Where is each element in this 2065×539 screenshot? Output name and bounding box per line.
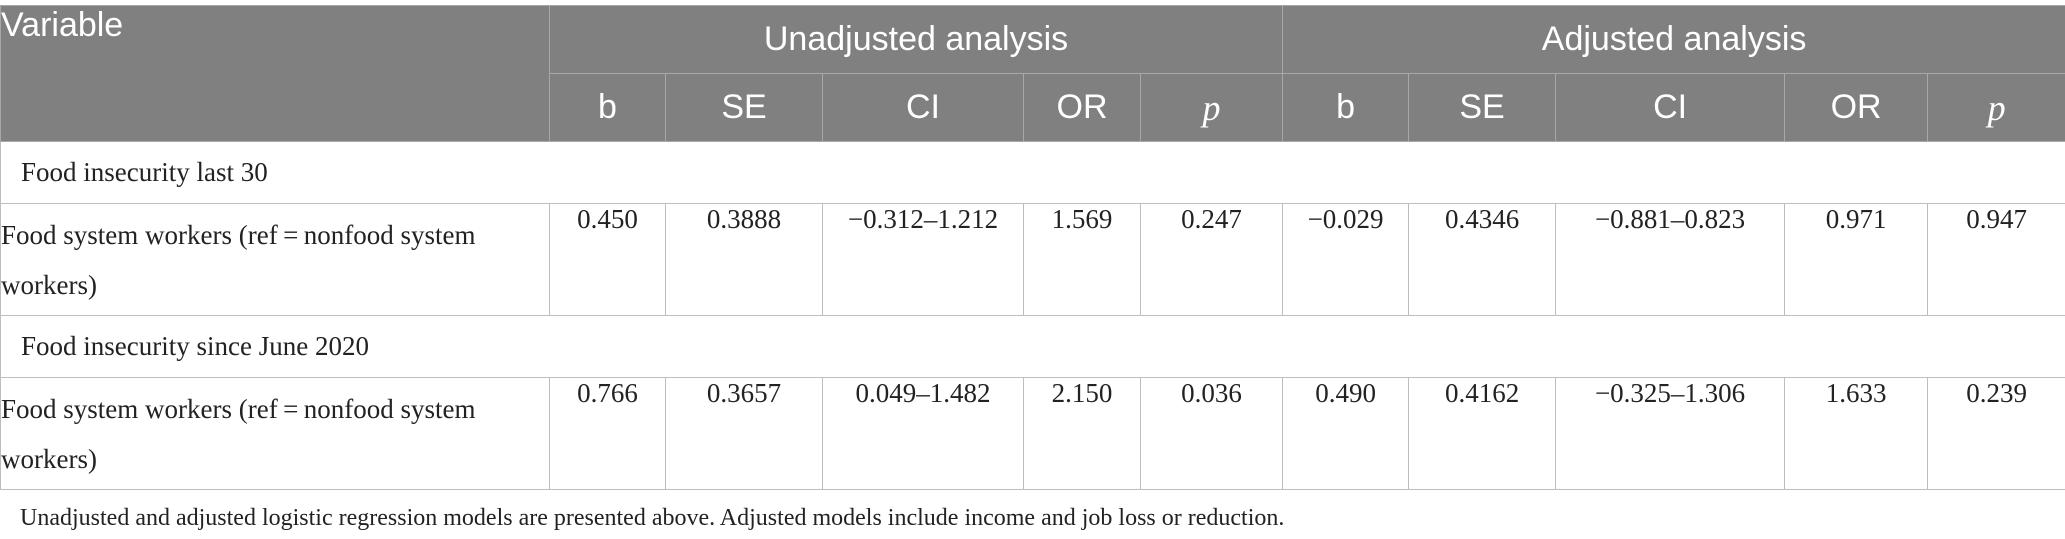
row-label: Food system workers (ref = nonfood syste… <box>0 203 550 316</box>
header-unadj-p: p <box>1139 73 1284 142</box>
header-adj-ci: CI <box>1555 73 1786 142</box>
cell-unadj-se: 0.3657 <box>665 377 823 490</box>
cell-adj-p: 0.947 <box>1927 203 2065 316</box>
table-body: Food insecurity last 30 Food system work… <box>0 141 2065 490</box>
cell-adj-b: 0.490 <box>1282 377 1410 490</box>
table-row: Food system workers (ref = nonfood syste… <box>0 203 2065 316</box>
cell-unadj-ci: 0.049–1.482 <box>822 377 1024 490</box>
cell-unadj-ci: −0.312–1.212 <box>822 203 1024 316</box>
cell-unadj-b: 0.450 <box>549 203 666 316</box>
cell-unadj-b: 0.766 <box>549 377 666 490</box>
header-variable: Variable <box>0 5 550 142</box>
header-adj-b: b <box>1282 73 1410 142</box>
section-title: Food insecurity since June 2020 <box>0 315 2065 378</box>
header-unadj-se: SE <box>665 73 823 142</box>
cell-adj-se: 0.4346 <box>1408 203 1557 316</box>
cell-adj-se: 0.4162 <box>1408 377 1557 490</box>
header-adj-se: SE <box>1408 73 1557 142</box>
cell-adj-ci: −0.881–0.823 <box>1555 203 1786 316</box>
table-header: Variable Unadjusted analysis Adjusted an… <box>0 5 2065 142</box>
header-adj-p: p <box>1927 73 2065 142</box>
table-row: Food system workers (ref = nonfood syste… <box>0 377 2065 490</box>
regression-table: Variable Unadjusted analysis Adjusted an… <box>0 5 2065 490</box>
cell-unadj-se: 0.3888 <box>665 203 823 316</box>
cell-unadj-p: 0.036 <box>1139 377 1284 490</box>
header-adj-or: OR <box>1784 73 1929 142</box>
header-adjusted-analysis: Adjusted analysis <box>1282 5 2065 74</box>
cell-unadj-or: 1.569 <box>1023 203 1141 316</box>
row-label: Food system workers (ref = nonfood syste… <box>0 377 550 490</box>
header-unadjusted-analysis: Unadjusted analysis <box>548 5 1284 74</box>
cell-adj-ci: −0.325–1.306 <box>1555 377 1786 490</box>
cell-unadj-p: 0.247 <box>1139 203 1284 316</box>
cell-adj-or: 0.971 <box>1784 203 1929 316</box>
section-row: Food insecurity since June 2020 <box>0 315 2065 378</box>
section-title: Food insecurity last 30 <box>0 141 2065 204</box>
cell-unadj-or: 2.150 <box>1023 377 1141 490</box>
cell-adj-p: 0.239 <box>1927 377 2065 490</box>
header-unadj-b: b <box>549 73 666 142</box>
cell-adj-or: 1.633 <box>1784 377 1929 490</box>
section-row: Food insecurity last 30 <box>0 141 2065 204</box>
cell-adj-b: −0.029 <box>1282 203 1410 316</box>
table-footnote: Unadjusted and adjusted logistic regress… <box>20 505 1285 531</box>
header-unadj-ci: CI <box>822 73 1024 142</box>
header-unadj-or: OR <box>1023 73 1141 142</box>
